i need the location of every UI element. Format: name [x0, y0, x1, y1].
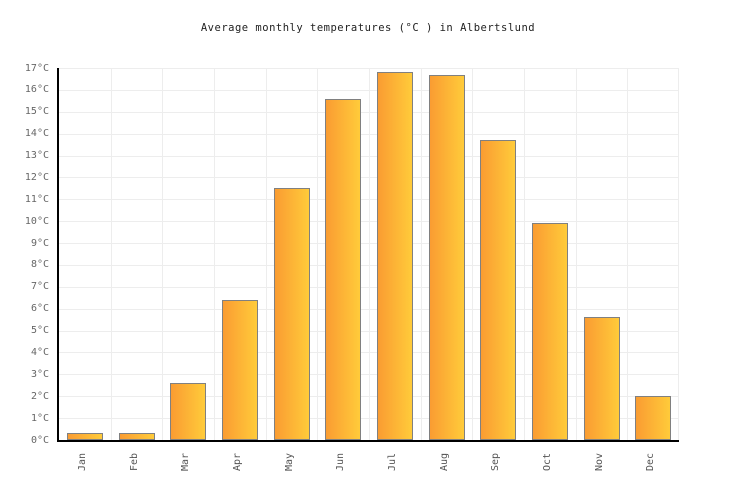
- temperature-bar-jul: [376, 72, 413, 440]
- temperature-bar-apr: [221, 299, 258, 440]
- v-gridline: [110, 68, 112, 440]
- v-gridline: [420, 68, 422, 440]
- y-axis-tick-label: 2°C: [30, 390, 49, 402]
- x-axis-month-label: Oct: [541, 452, 553, 472]
- v-gridline: [678, 68, 679, 440]
- temperature-bar-jan: [66, 433, 103, 440]
- v-gridline: [472, 68, 474, 440]
- y-axis-tick-label: 8°C: [30, 259, 49, 271]
- y-axis-tick-label: 12°C: [24, 171, 49, 183]
- chart-title: Average monthly temperatures (°C ) in Al…: [200, 22, 536, 34]
- y-axis-tick-label: 4°C: [30, 346, 49, 358]
- y-axis-tick-label: 1°C: [30, 412, 49, 424]
- v-gridline: [369, 68, 370, 440]
- plot-area: [57, 68, 679, 442]
- x-axis-month-label: Jul: [386, 452, 398, 472]
- temperature-bar-nov: [583, 317, 620, 440]
- temperature-bar-sep: [480, 140, 517, 440]
- v-gridline: [317, 68, 319, 440]
- y-axis-tick-label: 15°C: [24, 106, 49, 118]
- x-axis-month-label: Mar: [180, 452, 192, 472]
- y-axis-tick-label: 13°C: [24, 150, 49, 162]
- y-axis-tick-label: 9°C: [30, 237, 49, 249]
- y-axis-tick-label: 17°C: [24, 62, 49, 74]
- y-axis-tick-label: 6°C: [30, 303, 49, 315]
- temperature-bar-feb: [118, 433, 155, 440]
- v-gridline: [214, 68, 215, 440]
- v-gridline: [524, 68, 525, 440]
- temperature-bar-aug: [428, 74, 465, 440]
- v-gridline: [627, 68, 629, 440]
- temperature-bar-may: [273, 188, 310, 440]
- temperature-bar-dec: [635, 396, 672, 440]
- x-axis-month-label: Dec: [645, 452, 657, 472]
- y-axis-tick-label: 7°C: [30, 281, 49, 293]
- x-axis-month-label: Sep: [490, 452, 502, 472]
- temperature-bar-jun: [325, 98, 362, 440]
- v-gridline: [575, 68, 577, 440]
- x-axis-month-label: Jun: [335, 452, 347, 472]
- temperature-bar-oct: [531, 223, 568, 440]
- x-axis-month-label: May: [283, 452, 295, 472]
- x-axis-month-label: Jan: [76, 452, 88, 472]
- y-axis-tick-label: 16°C: [24, 84, 49, 96]
- temperature-bar-mar: [170, 383, 207, 440]
- v-gridline: [162, 68, 164, 440]
- y-axis-tick-label: 0°C: [30, 434, 49, 446]
- y-axis-tick-label: 10°C: [24, 215, 49, 227]
- v-gridline: [265, 68, 267, 440]
- x-axis-month-label: Nov: [593, 452, 605, 472]
- x-axis-month-label: Aug: [438, 452, 450, 472]
- y-axis-tick-label: 3°C: [30, 368, 49, 380]
- x-axis-month-label: Feb: [128, 452, 140, 472]
- y-axis-tick-label: 11°C: [24, 193, 49, 205]
- y-axis-tick-label: 14°C: [24, 128, 49, 140]
- y-axis-tick-label: 5°C: [30, 325, 49, 337]
- x-axis-month-label: Apr: [231, 452, 243, 472]
